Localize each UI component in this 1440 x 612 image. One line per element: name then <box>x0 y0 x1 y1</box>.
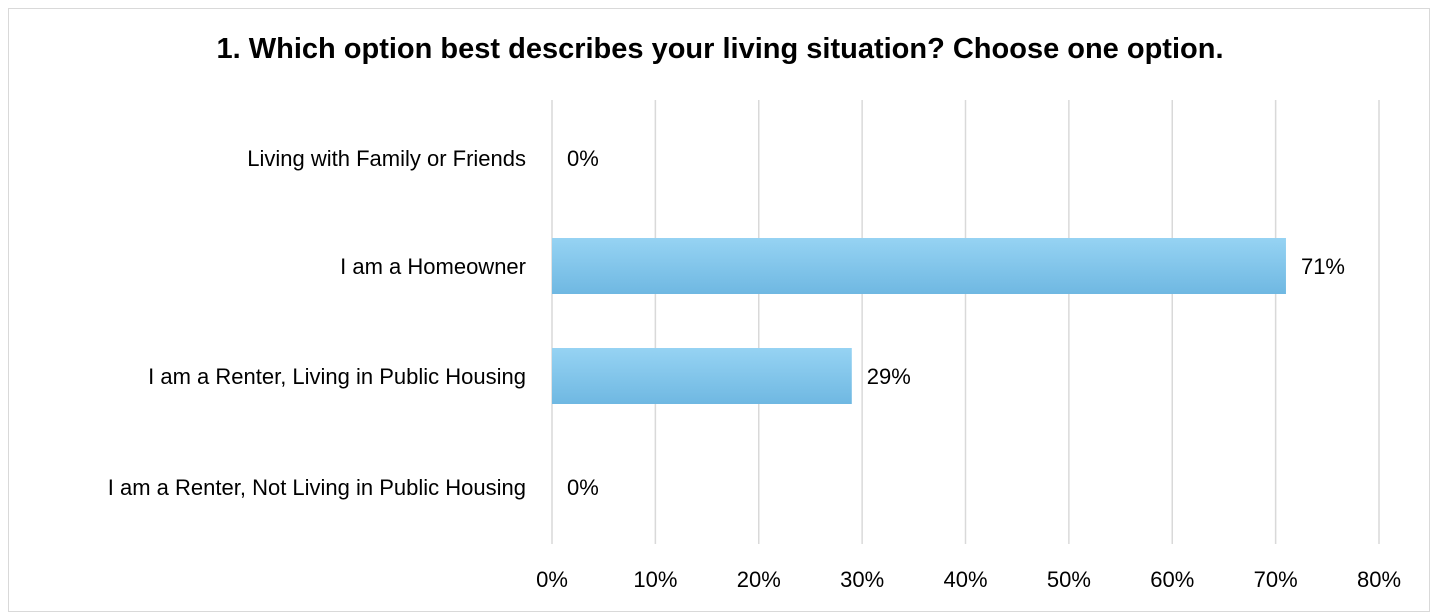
x-tick-label: 70% <box>1254 567 1298 592</box>
data-label: 71% <box>1301 254 1345 279</box>
x-tick-label: 50% <box>1047 567 1091 592</box>
data-label: 0% <box>567 146 599 171</box>
x-tick-label: 0% <box>536 567 568 592</box>
x-tick-label: 30% <box>840 567 884 592</box>
data-label: 29% <box>867 364 911 389</box>
data-label: 0% <box>567 475 599 500</box>
bars <box>552 238 1286 404</box>
bar <box>552 348 852 404</box>
chart-frame <box>8 8 1430 612</box>
labels: 0% 10% 20% 30% 40% 50% 60% 70% 80% Living with Fa… <box>108 146 1401 592</box>
category-label: Living with Family or Friends <box>247 146 526 171</box>
x-tick-label: 20% <box>737 567 781 592</box>
gridlines <box>551 100 1380 544</box>
x-tick-label: 60% <box>1150 567 1194 592</box>
category-label: I am a Homeowner <box>340 254 526 279</box>
chart-title: 1. Which option best describes your livi… <box>216 33 1224 65</box>
category-label: I am a Renter, Not Living in Public Hous… <box>108 475 526 500</box>
x-tick-label: 80% <box>1357 567 1401 592</box>
x-tick-label: 40% <box>943 567 987 592</box>
x-tick-label: 10% <box>633 567 677 592</box>
bar <box>552 238 1286 294</box>
category-label: I am a Renter, Living in Public Housing <box>148 364 526 389</box>
